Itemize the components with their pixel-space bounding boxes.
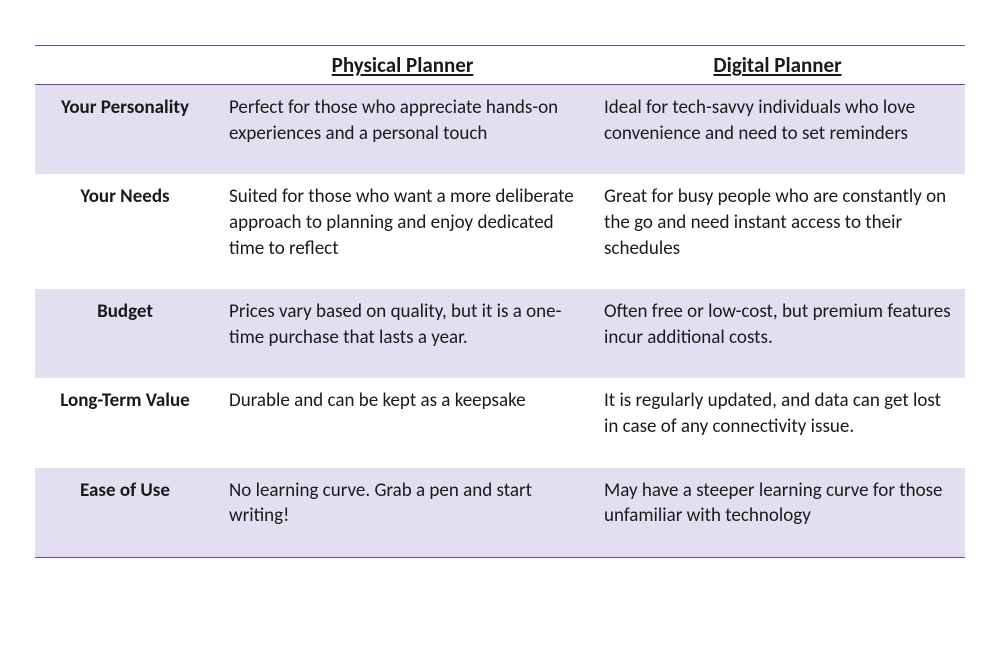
- cell-physical: Prices vary based on quality, but it is …: [215, 289, 590, 378]
- row-label: Your Needs: [35, 174, 215, 289]
- table-header-row: Physical Planner Digital Planner: [35, 46, 965, 85]
- header-digital: Digital Planner: [590, 46, 965, 85]
- cell-digital: Great for busy people who are constantly…: [590, 174, 965, 289]
- table-row: Budget Prices vary based on quality, but…: [35, 289, 965, 378]
- table-row: Long-Term Value Durable and can be kept …: [35, 378, 965, 467]
- comparison-table: Physical Planner Digital Planner Your Pe…: [35, 45, 965, 558]
- cell-physical: Suited for those who want a more deliber…: [215, 174, 590, 289]
- cell-digital: Often free or low-cost, but premium feat…: [590, 289, 965, 378]
- cell-digital: May have a steeper learning curve for th…: [590, 468, 965, 558]
- header-empty: [35, 46, 215, 85]
- cell-digital: Ideal for tech-savvy individuals who lov…: [590, 85, 965, 175]
- table-row: Your Personality Perfect for those who a…: [35, 85, 965, 175]
- cell-physical: Durable and can be kept as a keepsake: [215, 378, 590, 467]
- cell-physical: No learning curve. Grab a pen and start …: [215, 468, 590, 558]
- row-label: Long-Term Value: [35, 378, 215, 467]
- table-row: Ease of Use No learning curve. Grab a pe…: [35, 468, 965, 558]
- row-label: Your Personality: [35, 85, 215, 175]
- header-physical: Physical Planner: [215, 46, 590, 85]
- table-row: Your Needs Suited for those who want a m…: [35, 174, 965, 289]
- row-label: Budget: [35, 289, 215, 378]
- row-label: Ease of Use: [35, 468, 215, 558]
- cell-physical: Perfect for those who appreciate hands-o…: [215, 85, 590, 175]
- cell-digital: It is regularly updated, and data can ge…: [590, 378, 965, 467]
